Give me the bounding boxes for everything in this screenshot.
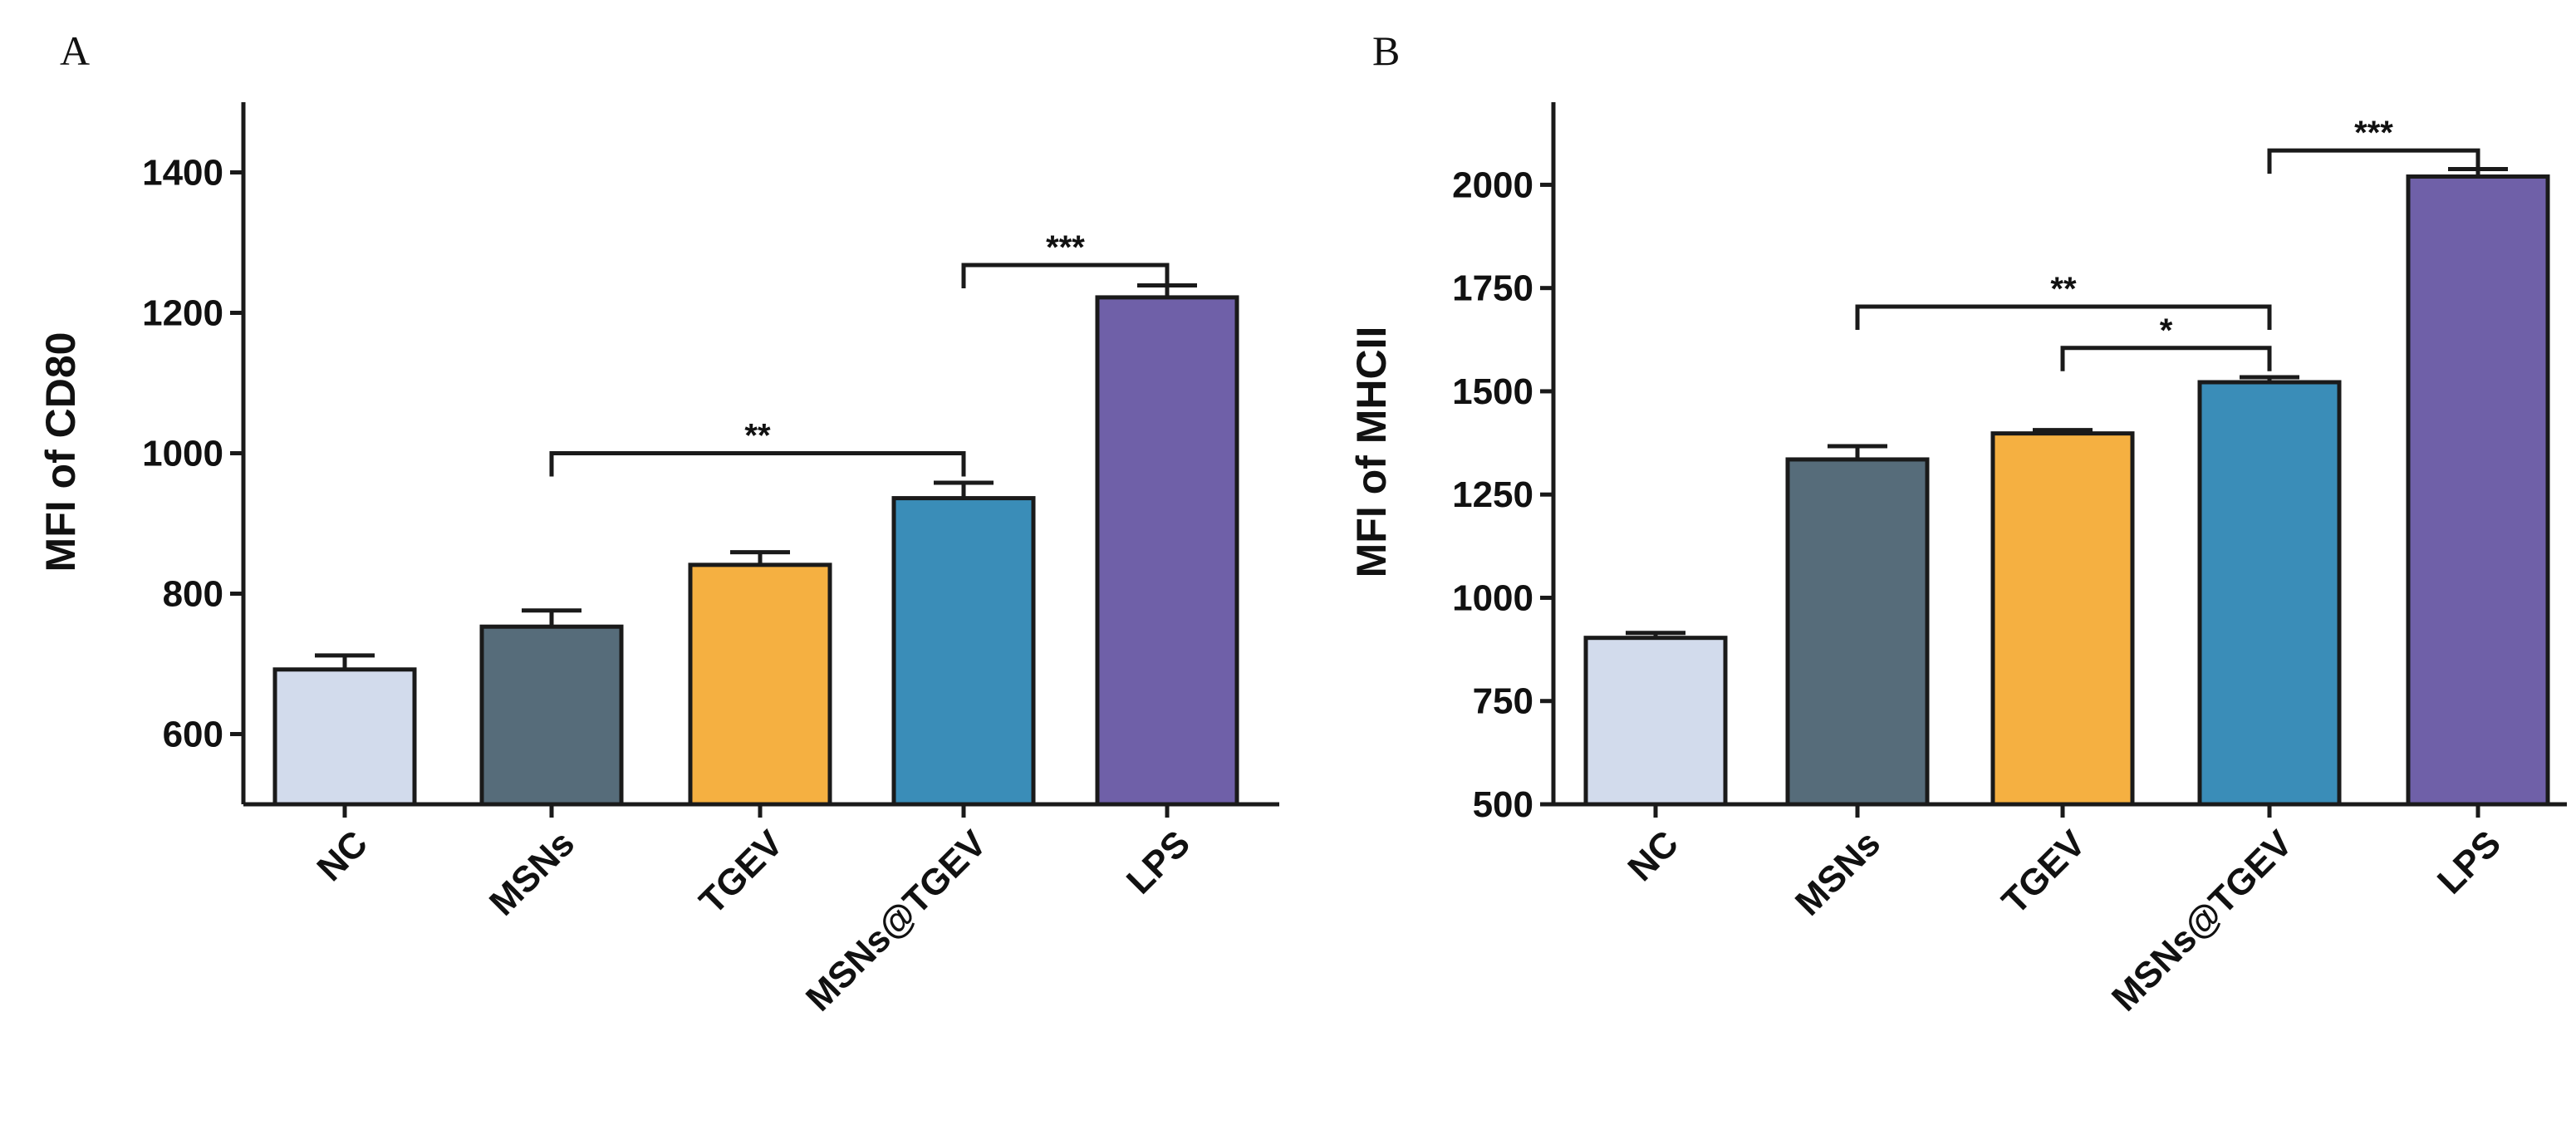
panel-a-y-tick-label: 600 xyxy=(163,715,223,755)
panel-a-category-label: LPS xyxy=(1119,823,1198,901)
panel-b-bar-nc xyxy=(1583,636,1728,807)
panel-a-y-axis-label: MFI of CD80 xyxy=(37,332,84,572)
panel-b-significance-label: *** xyxy=(2354,115,2393,151)
panel-b-y-axis-label: MFI of MHCII xyxy=(1348,327,1395,578)
panel-b-letter: B xyxy=(1372,27,1400,74)
panel-b-significance-bracket xyxy=(2267,148,2480,174)
panel-b-y-tick-label: 1000 xyxy=(1452,577,1533,618)
panel-a-bar-lps xyxy=(1095,295,1239,807)
panel-b-y-tick-label: 1250 xyxy=(1452,474,1533,515)
panel-b-bar-tgev xyxy=(1990,431,2135,807)
panel-a-significance-bracket xyxy=(961,263,1170,289)
panel-a-significance-bracket xyxy=(549,451,966,477)
panel-b-y-tick-label: 750 xyxy=(1473,681,1533,722)
panel-b-category-label: MSNs@TGEV xyxy=(2104,823,2301,1019)
panel-b-y-tick-label: 1750 xyxy=(1452,268,1533,309)
panel-a-y-tick-label: 800 xyxy=(163,574,223,615)
panel-a-significance-label: ** xyxy=(744,418,771,454)
panel-a-category-label: MSNs@TGEV xyxy=(798,823,995,1019)
panel-a-y-tick-label: 1400 xyxy=(142,153,223,194)
panel-a-bar-msns-tgev xyxy=(891,496,1036,807)
panel-b-significance-bracket xyxy=(2060,346,2272,371)
panel-b-bar-lps xyxy=(2406,174,2550,807)
panel-b-bar-msns-tgev xyxy=(2197,380,2342,807)
panel-b-significance-label: ** xyxy=(2050,271,2077,307)
panel-b-category-label: MSNs xyxy=(1788,823,1888,923)
panel-b-bar-msns xyxy=(1785,457,1930,807)
panel-a-significance-label: *** xyxy=(1046,229,1085,266)
panel-b-significance-bracket xyxy=(1855,304,2272,331)
panel-b-y-tick-label: 1500 xyxy=(1452,371,1533,412)
panel-a-y-tick-label: 1200 xyxy=(142,293,223,334)
panel-a-category-label: NC xyxy=(309,823,375,889)
panel-b-chart: B MFI of MHCII 500 750 1000 1250 1500 1750 200… xyxy=(1348,27,2567,1019)
panel-b-y-tick-label: 500 xyxy=(1473,784,1533,825)
panel-b-category-label: TGEV xyxy=(1995,823,2094,922)
panel-b-y-tick-label: 2000 xyxy=(1452,165,1533,205)
panel-a-bar-msns xyxy=(479,624,624,807)
panel-a-bar-tgev xyxy=(688,562,832,807)
panel-b-significance-label: * xyxy=(2160,312,2173,349)
panel-a-y-tick-label: 1000 xyxy=(142,434,223,474)
panel-a-category-label: MSNs xyxy=(482,823,582,923)
panel-b-category-label: NC xyxy=(1620,823,1686,889)
panel-a-category-label: TGEV xyxy=(692,823,792,922)
panel-a-letter: A xyxy=(60,27,90,74)
panel-b-category-label: LPS xyxy=(2430,823,2509,901)
panel-a-chart: A MFI of CD80 600 800 1000 1200 1400 NC MSNs TG… xyxy=(37,27,1279,1019)
panel-a-bar-nc xyxy=(272,667,417,807)
